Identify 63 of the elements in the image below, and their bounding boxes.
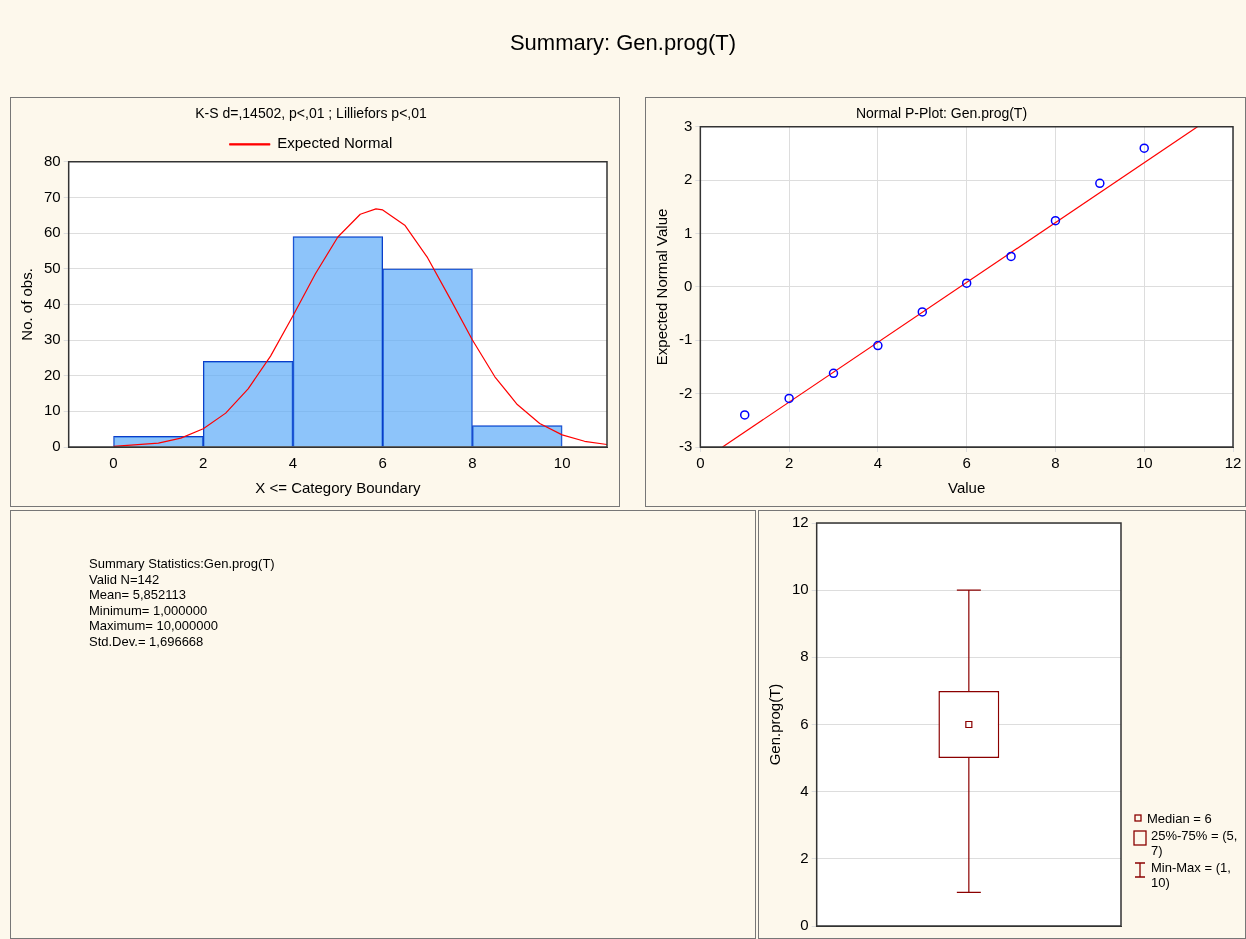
point xyxy=(961,278,972,288)
x-tick-label: 12 xyxy=(1224,454,1242,472)
x-axis-title: Value xyxy=(948,479,986,497)
y-tick-label: 0 xyxy=(800,916,809,934)
x-tick-label: 10 xyxy=(553,454,571,472)
point xyxy=(1139,143,1149,153)
x-tick-label: 4 xyxy=(873,454,883,472)
text: Summary: Gen.prog(T) xyxy=(508,30,738,56)
y-tick-label: 20 xyxy=(44,365,61,383)
x-tick-label: 6 xyxy=(962,454,971,472)
y-tick-label: 40 xyxy=(44,294,61,312)
x-tick-label: 10 xyxy=(1135,454,1153,472)
point xyxy=(1050,215,1061,226)
text: Minimum= 1,000000 xyxy=(89,602,209,618)
y-tick-label: -1 xyxy=(678,330,693,348)
y-tick-label: -3 xyxy=(678,437,693,455)
x-tick-label: 8 xyxy=(468,454,477,472)
y-tick-label: 3 xyxy=(683,116,693,134)
y-tick-label: 6 xyxy=(800,714,809,732)
y-tick-label: 12 xyxy=(792,513,809,531)
x-tick-label: 2 xyxy=(199,454,208,472)
y-tick-label: 70 xyxy=(44,187,61,205)
y-tick-label: 4 xyxy=(800,781,809,799)
point xyxy=(1006,251,1016,262)
y-tick-label: 10 xyxy=(44,401,61,419)
y-tick-label: 2 xyxy=(800,848,809,866)
chart-title: K-S d=,14502, p<,01 ; Lilliefors p<,01 xyxy=(195,105,427,122)
x-tick-label: 0 xyxy=(109,454,118,472)
x-tick-label: 4 xyxy=(288,454,298,472)
y-tick-label: 0 xyxy=(683,277,693,295)
text: 25%-75% = (5, 7) xyxy=(1151,828,1239,858)
y-tick-label: 80 xyxy=(44,151,61,169)
y-tick-label: 50 xyxy=(44,258,61,276)
point xyxy=(739,410,750,420)
x-axis-title: X <= Category Boundary xyxy=(255,479,421,497)
point xyxy=(828,368,839,379)
text: Mean= 5,852113 xyxy=(89,587,187,603)
point xyxy=(917,307,928,317)
y-tick-label: 8 xyxy=(800,647,809,665)
y-tick-label: -2 xyxy=(678,383,693,401)
chart-title: Normal P-Plot: Gen.prog(T) xyxy=(855,105,1028,122)
x-tick-label: 0 xyxy=(696,454,705,472)
x-tick-label: 6 xyxy=(378,454,387,472)
y-axis-title: No. of obs. xyxy=(18,268,36,341)
y-tick-label: 60 xyxy=(44,223,61,241)
y-tick-label: 0 xyxy=(52,437,61,455)
text: Valid N=142 xyxy=(89,571,161,587)
point xyxy=(784,393,794,404)
legend-label: Expected Normal xyxy=(277,134,393,152)
y-tick-label: 2 xyxy=(683,170,693,188)
y-tick-label: 30 xyxy=(44,330,61,348)
x-tick-label: 8 xyxy=(1051,454,1060,472)
text: Median = 6 xyxy=(1147,811,1212,826)
text: Std.Dev.= 1,696668 xyxy=(89,633,205,649)
y-axis-title: Gen.prog(T) xyxy=(766,683,784,766)
y-axis-title: Expected Normal Value xyxy=(653,208,671,366)
text: Summary Statistics:Gen.prog(T) xyxy=(89,556,276,572)
point xyxy=(1095,178,1105,189)
text: Min-Max = (1, 10) xyxy=(1151,860,1232,890)
text: Maximum= 10,000000 xyxy=(89,618,219,634)
y-tick-label: 10 xyxy=(792,580,809,598)
y-tick-label: 1 xyxy=(683,223,693,241)
point xyxy=(873,340,883,351)
